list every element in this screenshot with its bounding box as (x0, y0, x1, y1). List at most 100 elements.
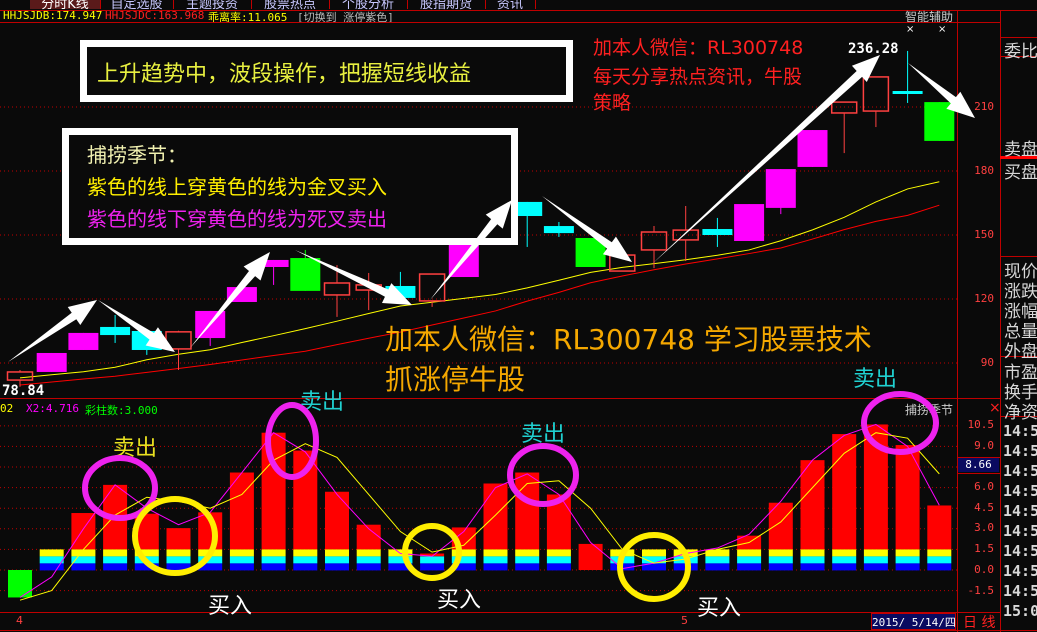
candle (6, 370, 34, 387)
close-indicator-icon[interactable]: × (989, 400, 1001, 416)
indicator-bar-red (134, 513, 159, 550)
indicator-bar-red (927, 505, 952, 550)
indicator-bar-red (103, 484, 128, 550)
indicator-bar-blue (546, 563, 571, 571)
indicator-bar-blue (451, 563, 476, 571)
indicator-bar-cyan (768, 556, 793, 564)
candle-body (892, 91, 923, 94)
tab-theme[interactable]: 主题投资 (173, 0, 252, 10)
label-outer: 外盘 (1004, 342, 1037, 362)
candle (100, 315, 131, 343)
candle-body (131, 331, 162, 350)
candle-body (68, 332, 99, 350)
candle-body (924, 102, 955, 141)
indicator-bar (515, 472, 540, 571)
trade-time: 14:5 (1003, 422, 1037, 440)
indicator-bar-cyan (420, 556, 445, 564)
indicator-bar-cyan (166, 556, 191, 564)
indicator-bar-blue (895, 563, 920, 571)
x-tick: 4 (16, 614, 23, 627)
indicator-bar-cyan (356, 556, 381, 564)
candle-body (100, 326, 131, 336)
trade-time: 14:5 (1003, 462, 1037, 480)
tab-stock-analysis[interactable]: 个股分析 (329, 0, 408, 10)
indicator-bar-red (863, 424, 888, 550)
candle-body (355, 284, 382, 291)
indicator-bar (103, 484, 128, 571)
indicator-x2-value: X2:4.716 (26, 402, 79, 415)
ma1-value: HHJSJDB:174.947 (3, 9, 103, 22)
indicator-bar-red (71, 513, 96, 550)
candle-body (385, 285, 416, 298)
indicator-bar-yellow (293, 549, 318, 557)
candle (672, 205, 699, 262)
indicator-tick: 0.0 (974, 563, 994, 576)
indicator-bar (39, 549, 64, 571)
divider (1000, 10, 1001, 632)
indicator-bar-cyan (134, 556, 159, 564)
indicator-bar (800, 460, 825, 571)
candle-body (862, 76, 890, 112)
divider (1000, 356, 1037, 357)
indicator-bar-yellow (325, 549, 349, 557)
smart-assist-button[interactable]: 智能辅助 (905, 10, 954, 24)
label-commission-ratio: 委比 (1004, 42, 1037, 62)
indicator-bar-cyan (261, 556, 286, 564)
period-selector[interactable]: 日 线 (963, 615, 996, 631)
indicator-bar-blue (800, 563, 825, 571)
close-icon[interactable]: × (938, 24, 947, 35)
divider (0, 22, 1000, 23)
indicator-name[interactable]: 捕捞季节 (905, 403, 954, 417)
indicator-bar-cyan (863, 556, 888, 564)
contact-text: 策略 (593, 92, 632, 114)
indicator-current-value: 8.66 (958, 458, 999, 472)
indicator-bar-cyan (515, 556, 540, 564)
indicator-bar-yellow (546, 549, 571, 557)
x-tick: 5 (681, 614, 688, 627)
close-icon[interactable]: × (906, 24, 915, 35)
indicator-bar-red (198, 512, 223, 550)
candle-body (512, 201, 543, 217)
indicator-bar-yellow (927, 549, 952, 557)
label-pe: 市盈 (1004, 363, 1037, 383)
price-tick: 210 (974, 100, 994, 113)
bid-ask-divider (1000, 156, 1037, 159)
indicator-bar-blue (293, 563, 318, 571)
indicator-bar-cyan (483, 556, 508, 564)
indicator-bar-yellow (642, 549, 666, 557)
indicator-bar-yellow (832, 549, 857, 557)
label-bid: 买盘 (1004, 163, 1037, 183)
tab-hot[interactable]: 股票热点 (251, 0, 330, 10)
indicator-bar-yellow (705, 549, 730, 557)
candle (702, 217, 733, 247)
indicator-bar-red (293, 450, 318, 550)
label-net-assets: 净资 (1004, 403, 1037, 423)
indicator-bar-blue (420, 563, 445, 571)
trade-time: 14:5 (1003, 502, 1037, 520)
price-tick: 120 (974, 292, 994, 305)
switch-color-link[interactable]: [切换到 涨停紫色] (297, 11, 394, 24)
tab-custom-pick[interactable]: 自定选股 (100, 0, 174, 10)
trade-time: 14:5 (1003, 542, 1037, 560)
candle (512, 201, 543, 247)
candle (355, 272, 382, 311)
tab-kline[interactable]: 分时K线 (30, 0, 101, 10)
indicator-bar-yellow (800, 549, 825, 557)
candle (765, 169, 796, 215)
indicator-bar (293, 450, 318, 571)
indicator-bar-blue (134, 563, 159, 571)
indicator-bar-cyan (895, 556, 920, 564)
indicator-bar-blue (198, 563, 223, 571)
divider (957, 473, 1000, 474)
indicator-series1-value: 02 (0, 402, 14, 415)
label-turnover: 换手 (1004, 383, 1037, 403)
candle-body (640, 231, 668, 251)
candle-body (290, 258, 321, 291)
indicator-bar-yellow (134, 549, 159, 557)
indicator-bar-yellow (103, 549, 128, 557)
tab-futures[interactable]: 股指期货 (407, 0, 486, 10)
indicator-bar (895, 445, 920, 571)
indicator-bar-cyan (737, 556, 762, 564)
tab-news[interactable]: 资讯 (485, 0, 536, 10)
indicator-bar-blue (515, 563, 540, 571)
